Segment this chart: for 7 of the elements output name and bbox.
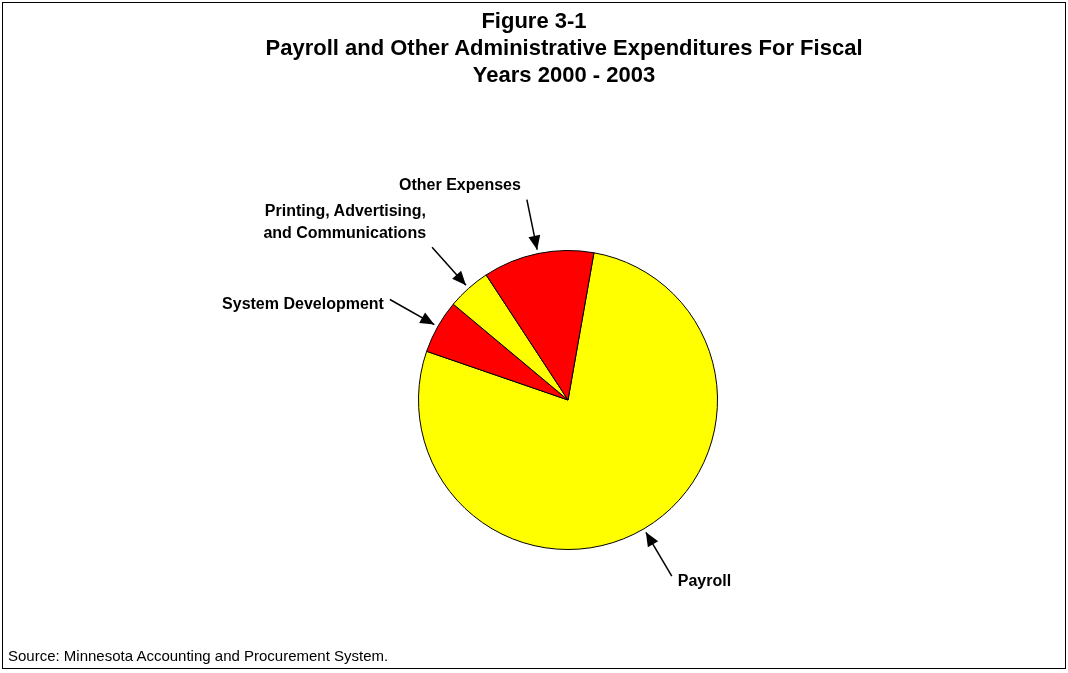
slice-label: Payroll [677, 571, 732, 589]
slice-label: Other Expenses [399, 176, 521, 194]
chart-subtitle: Payroll and Other Administrative Expenditures For Fiscal Years 2000 - 2003 [264, 34, 864, 88]
slice-label: System Development [222, 294, 385, 312]
source-note: Source: Minnesota Accounting and Procurement System. [8, 647, 389, 664]
chart-title: Figure 3-1 [480, 8, 588, 34]
slice-label: Printing, Advertising, and Communications [263, 201, 427, 241]
